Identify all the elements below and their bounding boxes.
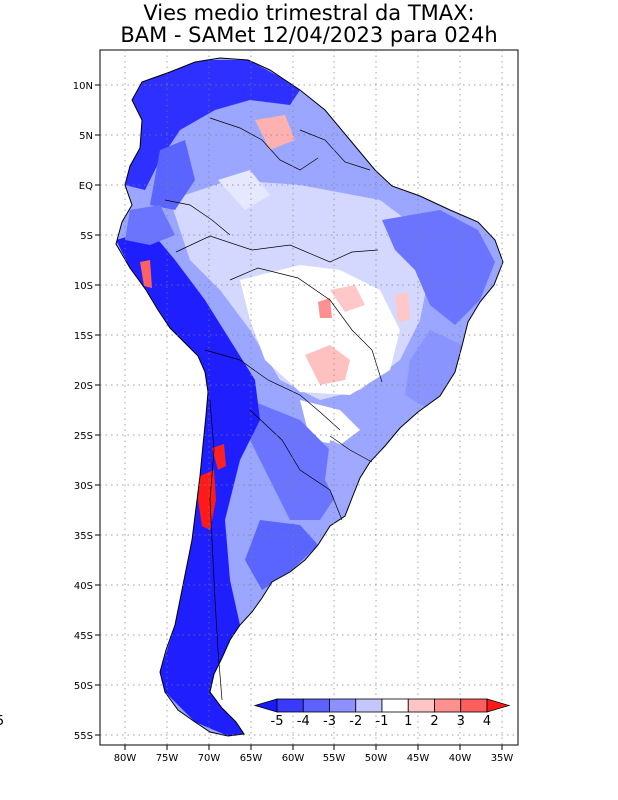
colorbar-label: 2 (430, 714, 438, 729)
lat-tick-label: 15S (74, 331, 93, 342)
colorbar-segment (276, 698, 304, 713)
longitude-axis: 80W 75W 70W 65W 60W 55W 50W 45W 40W 35W (114, 745, 514, 764)
colorbar-label: -5 (271, 714, 284, 729)
lon-tick-label: 80W (114, 753, 137, 764)
lat-tick-label: 5N (79, 131, 93, 142)
lat-tick-label: 55S (74, 731, 93, 742)
lat-tick-label: 20S (74, 381, 93, 392)
lat-tick-label: 5S (80, 231, 93, 242)
lon-tick-label: 40W (449, 753, 472, 764)
lon-tick-label: 35W (491, 753, 514, 764)
lat-tick-label: EQ (79, 181, 93, 192)
colorbar-label: 3 (457, 714, 465, 729)
lon-tick-label: 60W (282, 753, 305, 764)
colorbar-segment (460, 698, 488, 713)
colorbar-label: -4 (297, 714, 310, 729)
colorbar-label: 1 (404, 714, 412, 729)
lat-tick-label: 10N (73, 81, 93, 92)
lon-tick-label: 65W (240, 753, 263, 764)
colorbar-segment (329, 698, 357, 713)
coastline (115, 57, 504, 737)
lat-tick-label: 30S (74, 481, 93, 492)
graticule (100, 50, 518, 745)
colorbar-label: 4 (483, 714, 491, 729)
country-borders (164, 117, 383, 701)
lat-tick-label: 10S (74, 281, 93, 292)
colorbar-segment (486, 698, 511, 713)
map-title-line-1: Vies medio trimestral da TMAX: (143, 1, 475, 25)
lat-tick-label: 40S (74, 581, 93, 592)
lon-tick-label: 55W (323, 753, 346, 764)
colorbar-label: -3 (323, 714, 336, 729)
colorbar-segment (407, 698, 435, 713)
colorbar-segment (381, 698, 409, 713)
lon-tick-label: 75W (156, 753, 179, 764)
colorbar-segment (434, 698, 462, 713)
colorbar-label: 5 (0, 714, 4, 729)
lat-tick-label: 35S (74, 531, 93, 542)
lon-tick-label: 70W (198, 753, 221, 764)
colorbar-label: -1 (376, 714, 389, 729)
colorbar: -5 -4 -3 -2 -1 1 2 3 4 5 (0, 698, 511, 729)
lat-tick-label: 50S (74, 681, 93, 692)
lon-tick-label: 50W (365, 753, 388, 764)
lat-tick-label: 25S (74, 431, 93, 442)
map-title-line-2: BAM - SAMet 12/04/2023 para 024h (120, 23, 498, 47)
lon-tick-label: 45W (407, 753, 430, 764)
latitude-axis: 10N 5N EQ 5S 10S 15S 20S 25S 30S 35S 40S 45S 50S 55S (73, 81, 100, 742)
colorbar-label: -2 (349, 714, 362, 729)
colorbar-segment (355, 698, 383, 713)
lat-tick-label: 45S (74, 631, 93, 642)
colorbar-segment (302, 698, 330, 713)
